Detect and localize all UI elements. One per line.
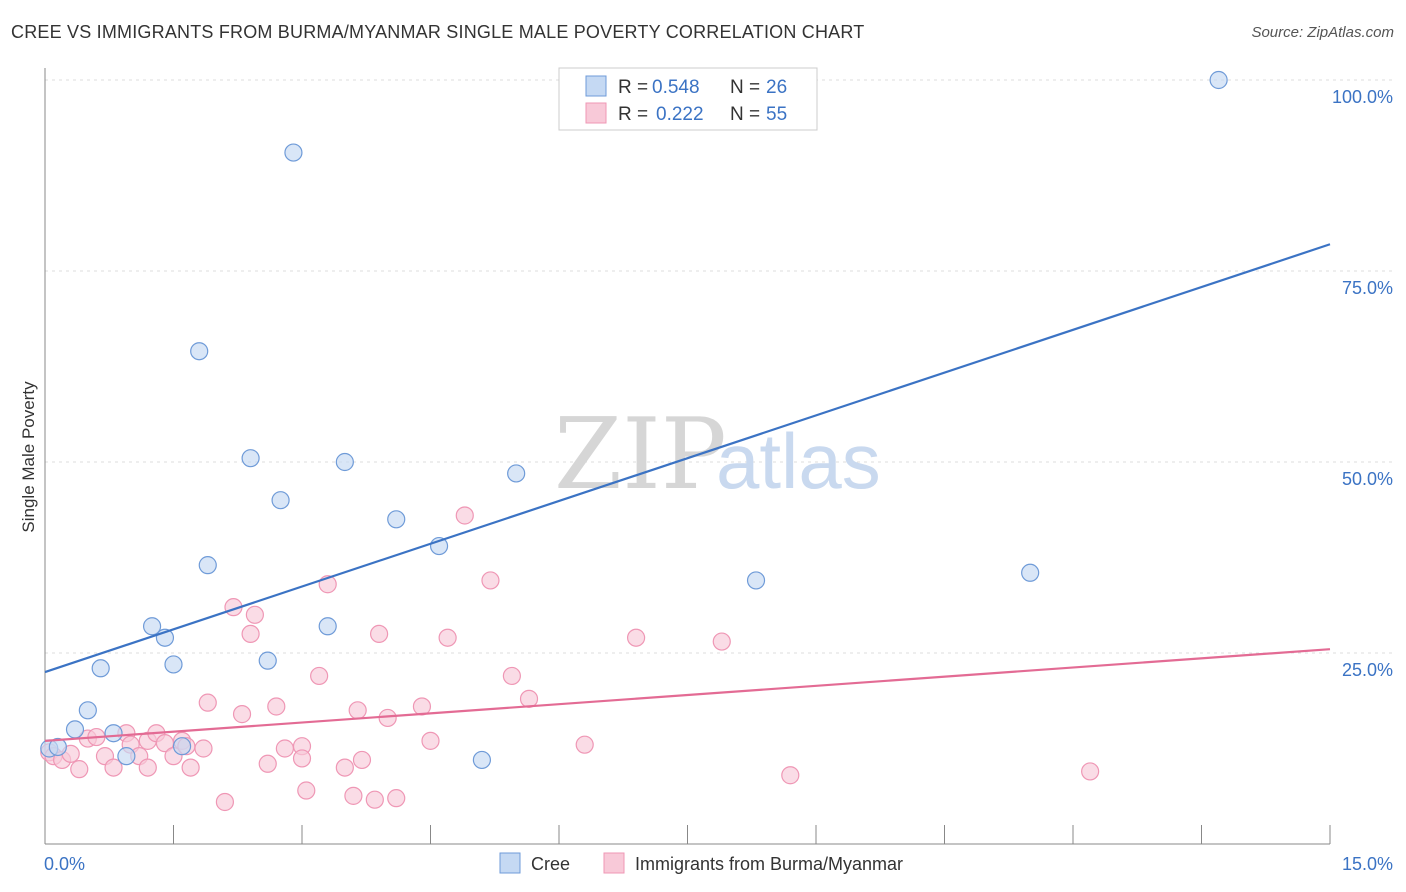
cree-point-23 xyxy=(746,571,766,590)
gridlines xyxy=(45,79,1392,654)
bottom-legend-swatch-cree xyxy=(499,852,521,874)
burma-point-35 xyxy=(335,758,354,777)
burma-point-8 xyxy=(104,758,123,777)
legend-n-label-burma: N = xyxy=(730,104,760,125)
bottom-legend-label-burma: Immigrants from Burma/Myanmar xyxy=(635,854,903,874)
burma-point-53 xyxy=(781,766,800,785)
burma-point-4 xyxy=(70,760,89,779)
burma-point-39 xyxy=(365,790,384,809)
burma-point-49 xyxy=(519,689,539,708)
cree-point-3 xyxy=(78,701,97,720)
burma-point-13 xyxy=(138,758,157,777)
cree-point-15 xyxy=(271,491,290,510)
series-cree xyxy=(40,70,1228,770)
burma-point-40 xyxy=(370,624,389,644)
x-axis-ticks xyxy=(44,825,1331,844)
trend-lines xyxy=(44,243,1331,742)
legend-box: R = 0.548 N = 26 R = 0.222 N = 55 xyxy=(558,67,818,131)
cree-point-25 xyxy=(1209,70,1228,90)
legend-swatch-burma xyxy=(585,102,607,124)
bottom-legend-swatch-burma xyxy=(603,852,625,874)
burma-point-54 xyxy=(1081,762,1100,781)
cree-point-2 xyxy=(65,720,85,739)
burma-point-45 xyxy=(438,628,457,647)
cree-point-11 xyxy=(190,342,209,361)
cree-point-16 xyxy=(284,143,303,162)
burma-point-50 xyxy=(575,735,594,754)
legend-r-label-burma: R = xyxy=(618,104,648,125)
legend-swatch-cree xyxy=(585,75,607,97)
burma-point-51 xyxy=(626,628,646,647)
watermark: ZIP atlas xyxy=(554,398,881,512)
legend-n-value-burma: 55 xyxy=(766,104,787,125)
cree-point-5 xyxy=(104,724,123,743)
burma-point-37 xyxy=(348,701,367,720)
cree-point-14 xyxy=(258,651,277,670)
y-tick-label-25: 25.0% xyxy=(1342,660,1393,680)
legend-r-label-cree: R = xyxy=(618,77,648,98)
cree-point-7 xyxy=(142,617,162,636)
y-tick-label-100: 100.0% xyxy=(1332,87,1393,107)
legend-n-label-cree: N = xyxy=(730,77,760,98)
bottom-legend-label-cree: Cree xyxy=(531,854,570,874)
chart-source: Source: ZipAtlas.com xyxy=(1251,24,1394,41)
burma-point-47 xyxy=(481,571,500,590)
burma-point-27 xyxy=(258,754,277,773)
cree-point-9 xyxy=(164,655,183,674)
burma-point-24 xyxy=(232,705,252,724)
cree-point-21 xyxy=(472,750,491,770)
burma-point-42 xyxy=(387,789,406,808)
legend-n-value-cree: 26 xyxy=(766,77,787,98)
legend-r-value-burma: 0.222 xyxy=(656,104,704,125)
y-tick-label-50: 50.0% xyxy=(1342,469,1393,489)
burma-point-29 xyxy=(275,739,294,758)
cree-trend-line xyxy=(44,243,1331,674)
cree-point-18 xyxy=(335,452,354,472)
legend-r-value-cree: 0.548 xyxy=(652,77,700,98)
burma-point-28 xyxy=(267,697,286,716)
cree-point-10 xyxy=(172,737,192,756)
burma-point-46 xyxy=(455,506,474,525)
burma-trend-line xyxy=(44,648,1331,742)
cree-point-1 xyxy=(48,737,67,757)
burma-point-20 xyxy=(194,739,213,758)
cree-point-13 xyxy=(241,449,260,468)
y-tick-label-75: 75.0% xyxy=(1342,278,1393,298)
bottom-legend: Cree Immigrants from Burma/Myanmar xyxy=(499,852,903,874)
burma-point-38 xyxy=(352,750,372,770)
burma-point-43 xyxy=(412,697,432,716)
burma-point-48 xyxy=(502,666,521,686)
cree-point-4 xyxy=(91,659,110,678)
burma-point-36 xyxy=(344,786,363,805)
y-tick-labels: 25.0% 50.0% 75.0% 100.0% xyxy=(1332,87,1393,680)
burma-point-31 xyxy=(292,749,312,768)
series-immigrants-burma xyxy=(40,506,1100,812)
burma-point-44 xyxy=(421,731,440,750)
burma-point-25 xyxy=(241,624,260,644)
watermark-atlas: atlas xyxy=(716,417,881,505)
burma-point-19 xyxy=(181,758,200,777)
x-tick-label-min: 0.0% xyxy=(44,854,85,874)
burma-point-26 xyxy=(245,605,264,624)
cree-point-12 xyxy=(198,556,217,575)
cree-point-19 xyxy=(387,510,406,529)
burma-point-52 xyxy=(712,632,731,651)
chart-title: CREE VS IMMIGRANTS FROM BURMA/MYANMAR SI… xyxy=(11,22,865,42)
burma-point-32 xyxy=(297,781,316,800)
cree-point-22 xyxy=(507,464,526,483)
x-tick-label-max: 15.0% xyxy=(1342,854,1393,874)
burma-point-21 xyxy=(198,693,217,712)
burma-point-41 xyxy=(378,708,397,728)
cree-point-24 xyxy=(1021,563,1040,582)
cree-point-6 xyxy=(117,747,136,766)
cree-point-17 xyxy=(318,617,337,636)
burma-point-22 xyxy=(215,792,234,812)
burma-point-33 xyxy=(310,666,329,686)
y-axis-label: Single Male Poverty xyxy=(19,381,38,533)
